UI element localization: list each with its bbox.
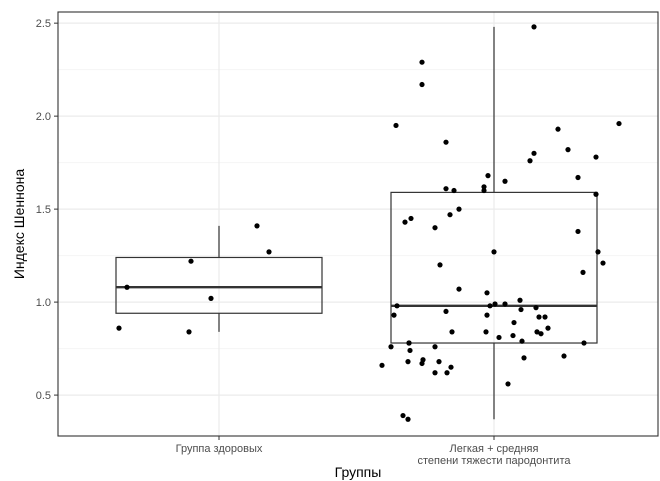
x-tick-label-line: Группа здоровых [176, 443, 263, 455]
data-point [432, 370, 438, 376]
data-point [419, 59, 425, 65]
data-point [593, 191, 599, 197]
data-point [408, 215, 414, 222]
data-point [511, 319, 517, 326]
y-tick-label: 1.0 [36, 297, 51, 309]
x-tick-label-line: степени тяжести пародонтита [418, 455, 572, 467]
data-point [521, 355, 527, 361]
data-point [116, 325, 122, 331]
data-point [449, 329, 455, 335]
data-point [496, 334, 502, 341]
data-point [419, 81, 425, 88]
data-point [388, 344, 394, 350]
data-point [593, 154, 599, 160]
data-point [266, 249, 272, 255]
data-point [483, 329, 489, 335]
y-tick-label: 2.5 [36, 18, 51, 30]
plot-panel [58, 12, 658, 436]
data-point [188, 258, 194, 264]
data-point [575, 228, 581, 235]
data-point [581, 340, 587, 346]
data-point [485, 173, 491, 179]
data-point [487, 303, 493, 309]
data-point [533, 305, 539, 311]
box-iqr [390, 191, 598, 344]
data-point [517, 297, 523, 303]
data-point [519, 338, 525, 344]
y-axis-title: Индекс Шеннона [11, 169, 27, 280]
box-iqr [115, 256, 323, 314]
data-point [481, 187, 487, 194]
data-point [545, 325, 551, 331]
data-point [580, 269, 586, 275]
data-point [600, 260, 606, 266]
data-point [444, 370, 450, 376]
data-point [437, 262, 443, 268]
data-point [406, 340, 412, 346]
x-axis-title: Группы [335, 464, 382, 480]
data-point [534, 329, 540, 335]
data-point [527, 158, 533, 164]
data-point [443, 308, 449, 315]
data-point [538, 331, 544, 337]
data-point [536, 314, 542, 320]
data-point [502, 178, 508, 184]
data-point [391, 312, 397, 318]
data-point [254, 223, 260, 229]
data-point [531, 24, 537, 30]
data-point [407, 347, 413, 354]
data-point [447, 212, 453, 218]
data-point [208, 295, 214, 301]
data-point [448, 364, 454, 370]
data-point [432, 344, 438, 350]
data-point [400, 412, 406, 419]
data-point [443, 139, 449, 145]
data-point [456, 286, 462, 292]
data-point [595, 249, 601, 255]
data-point [492, 301, 498, 307]
y-tick-label: 2.0 [36, 111, 51, 123]
x-tick-label: Группа здоровых [176, 443, 263, 455]
data-point [505, 381, 511, 387]
data-point [405, 359, 411, 365]
data-point [394, 303, 400, 309]
panel-border [57, 11, 659, 437]
data-point [451, 187, 457, 194]
data-point [484, 290, 490, 296]
data-point [124, 284, 130, 290]
data-point [436, 359, 442, 365]
data-point [405, 416, 411, 422]
y-tick-label: 0.5 [36, 390, 51, 402]
data-point [502, 301, 508, 307]
data-point [565, 147, 571, 153]
data-point [481, 184, 487, 190]
data-point [402, 219, 408, 225]
data-point [575, 174, 581, 181]
data-point [518, 306, 524, 313]
data-point [393, 122, 399, 129]
y-tick-label: 1.5 [36, 204, 51, 216]
data-point [443, 186, 449, 192]
data-point [542, 314, 548, 320]
data-point [432, 225, 438, 231]
data-point [531, 150, 537, 156]
data-point [616, 120, 622, 127]
data-point [484, 312, 490, 318]
data-point [186, 329, 192, 335]
data-point [510, 332, 516, 339]
data-point [555, 126, 561, 132]
data-point [419, 360, 425, 367]
data-point [561, 353, 567, 359]
data-point [379, 362, 385, 368]
x-tick-label: Легкая + средняя степени тяжести пародонт… [418, 443, 572, 467]
data-point [491, 249, 497, 255]
data-point [456, 206, 462, 212]
x-tick-label-line: Легкая + средняя [450, 443, 539, 455]
